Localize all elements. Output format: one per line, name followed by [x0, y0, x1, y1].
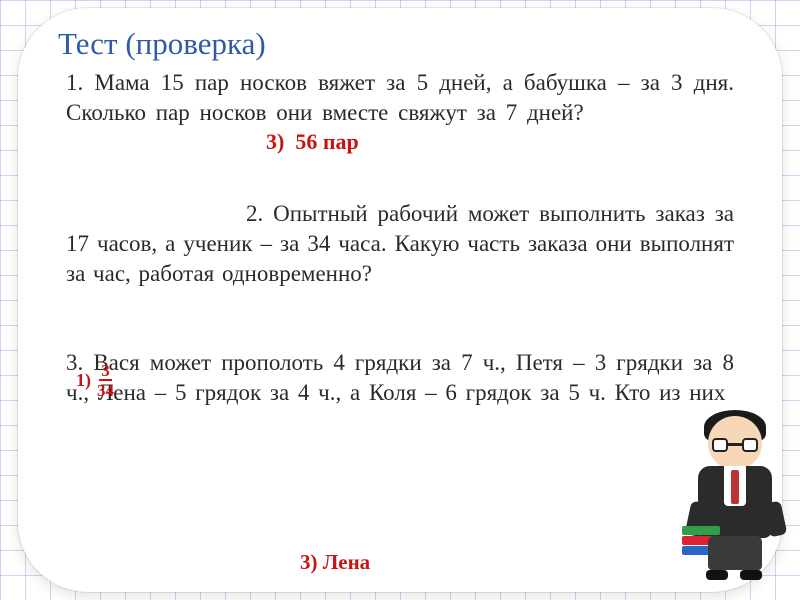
answer-1-value: 56 пар: [295, 129, 358, 154]
lens-left: [712, 438, 728, 452]
shoe-right: [740, 570, 762, 580]
answer-3-label: 3): [300, 550, 318, 574]
question-3-answer: 3) Лена: [300, 550, 370, 575]
question-2-text: 2. Опытный рабочий может выполнить заказ…: [66, 199, 734, 290]
glasses-icon: [712, 438, 758, 452]
question-1-answer: 3) 56 пар: [266, 129, 734, 155]
content-card: Тест (проверка) 1. Мама 15 пар носков вя…: [18, 8, 782, 592]
answer-3-value: Лена: [323, 550, 370, 574]
shoe-left: [706, 570, 728, 580]
question-3-text: 3. Вася может прополоть 4 грядки за 7 ч.…: [66, 348, 734, 409]
character-legs: [708, 536, 762, 570]
character-tie: [731, 470, 739, 504]
answer-2-label: 1): [76, 370, 91, 391]
answer-2-numerator: 3: [99, 362, 112, 381]
lens-right: [742, 438, 758, 452]
glasses-bridge: [728, 443, 742, 446]
character-illustration: [674, 410, 794, 580]
question-1-text: 1. Мама 15 пар носков вяжет за 5 дней, а…: [66, 68, 734, 129]
answer-2-fraction: 3 34: [97, 362, 114, 399]
question-2-answer: 1) 3 34: [76, 362, 114, 399]
book-green: [682, 526, 720, 535]
answer-1-label: 3): [266, 129, 284, 154]
page-title: Тест (проверка): [58, 26, 734, 62]
answer-2-denominator: 34: [97, 381, 114, 399]
